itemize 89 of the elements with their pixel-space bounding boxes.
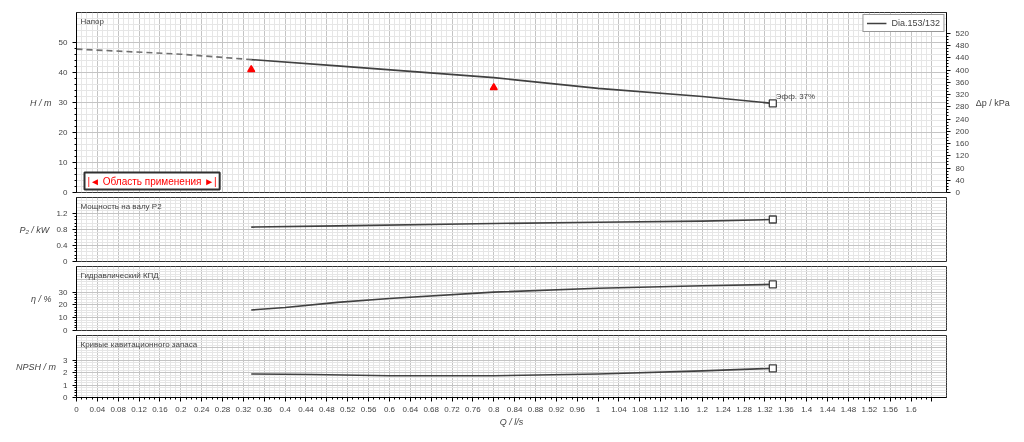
y-axis-title: H / m — [30, 97, 53, 108]
y-axis-title: P₂ / kW — [19, 224, 51, 235]
x-tick-label: 1.48 — [840, 404, 857, 414]
x-tick-label: 0.6 — [383, 404, 396, 414]
text: Кривые кавитационного запаса — [80, 339, 198, 349]
x-tick-label: 1.32 — [757, 404, 774, 414]
x-tick-label: 1.2 — [696, 404, 709, 414]
text: Мощность на валу P2 — [80, 201, 163, 211]
x-tick-label: 0.76 — [465, 404, 482, 414]
y-axis-title: η / % — [31, 293, 52, 304]
x-tick-label: 1.04 — [611, 404, 628, 414]
y-tick-label: 2 — [63, 368, 69, 378]
y-tick-label: 30 — [58, 98, 69, 107]
y-tick-label: 30 — [58, 287, 69, 297]
x-tick-label: 1.52 — [861, 404, 878, 414]
x-tick-label: 0.36 — [256, 404, 273, 414]
y-tick-label: 20 — [58, 300, 69, 310]
legend-label: Dia.153/132 — [891, 18, 940, 28]
point — [768, 99, 777, 108]
y-tick-label: 0 — [63, 257, 69, 266]
y2-tick-label: 280 — [955, 102, 970, 112]
x-tick-label: 1.08 — [632, 404, 649, 414]
y2-tick-label: 40 — [955, 175, 965, 185]
y-tick-label: 10 — [58, 158, 69, 167]
x-tick-label: 1.4 — [801, 404, 813, 414]
x-tick-label: 0.68 — [423, 404, 440, 414]
y-tick-label: 1 — [63, 380, 69, 390]
y-tick-label: 20 — [58, 128, 69, 137]
x-tick-label: 0.08 — [110, 404, 127, 414]
x-tick-label: 1.24 — [715, 404, 732, 414]
y-tick-label: 10 — [58, 313, 69, 323]
x-tick-label: 0.92 — [548, 404, 565, 414]
x-tick-label: 0.64 — [402, 404, 419, 414]
y2-tick-label: 160 — [955, 139, 970, 149]
point — [489, 82, 498, 91]
x-tick-label: 1.6 — [905, 404, 918, 414]
y-tick-label: 0 — [63, 326, 69, 335]
x-tick-label: 0.84 — [506, 404, 523, 414]
point — [247, 64, 256, 73]
x-tick-label: 1 — [595, 404, 601, 414]
x-tick-label: 0.04 — [89, 404, 106, 414]
text: Напор — [80, 16, 105, 26]
annotation: |◄ Область применения ►| — [87, 175, 217, 187]
y2-tick-label: 240 — [955, 114, 970, 124]
x-tick-label: 1.16 — [673, 404, 690, 414]
x-tick-label: 0.12 — [131, 404, 148, 414]
y-tick-label: 0.8 — [56, 225, 69, 234]
x-tick-label: 0 — [74, 404, 80, 414]
x-tick-label: 0.16 — [152, 404, 169, 414]
y2-tick-label: 480 — [955, 41, 970, 51]
y2-tick-label: 520 — [955, 28, 970, 38]
x-axis-title: Q / l/s — [499, 416, 524, 427]
y2-tick-label: 360 — [955, 77, 970, 87]
y-tick-label: 50 — [58, 38, 69, 47]
x-tick-label: 1.12 — [652, 404, 670, 414]
x-tick-label: 0.96 — [569, 404, 586, 414]
y-tick-label: 0.4 — [56, 241, 69, 250]
y-tick-label: 0 — [63, 393, 69, 402]
x-tick-label: 0.44 — [298, 404, 315, 414]
x-tick-label: 1.56 — [882, 404, 899, 414]
x-tick-label: 1.36 — [778, 404, 795, 414]
y2-tick-label: 80 — [955, 163, 965, 173]
text: Гидравлический КПД — [80, 270, 160, 280]
annotation: Эфф. 37% — [775, 92, 816, 102]
y-tick-label: 3 — [63, 355, 69, 365]
x-tick-label: 0.32 — [235, 404, 252, 414]
y2-tick-label: 120 — [955, 151, 970, 161]
x-tick-label: 0.24 — [193, 404, 211, 414]
x-tick-label: 0.52 — [339, 404, 357, 414]
x-tick-label: 0.2 — [175, 404, 187, 414]
x-tick-label: 0.88 — [527, 404, 544, 414]
y2-tick-label: 320 — [955, 90, 970, 100]
x-tick-label: 0.4 — [279, 404, 292, 414]
x-tick-label: 0.8 — [488, 404, 500, 414]
y2-tick-label: 440 — [955, 53, 970, 63]
y2-tick-label: 200 — [955, 126, 970, 136]
x-tick-label: 0.28 — [214, 404, 231, 414]
x-tick-label: 1.44 — [819, 404, 836, 414]
y-tick-label: 40 — [58, 68, 69, 77]
x-tick-label: 0.56 — [360, 404, 377, 414]
y-tick-label: 0 — [63, 188, 69, 197]
y-axis-title: NPSH / m — [16, 361, 57, 372]
y-tick-label: 1.2 — [56, 209, 69, 218]
y2-tick-label: 0 — [955, 188, 961, 197]
y2-tick-label: 400 — [955, 65, 970, 75]
x-tick-label: 1.28 — [736, 404, 753, 414]
x-tick-label: 0.72 — [444, 404, 461, 414]
y2-axis-title: Δp / kPa — [975, 97, 1010, 108]
x-tick-label: 0.48 — [319, 404, 336, 414]
